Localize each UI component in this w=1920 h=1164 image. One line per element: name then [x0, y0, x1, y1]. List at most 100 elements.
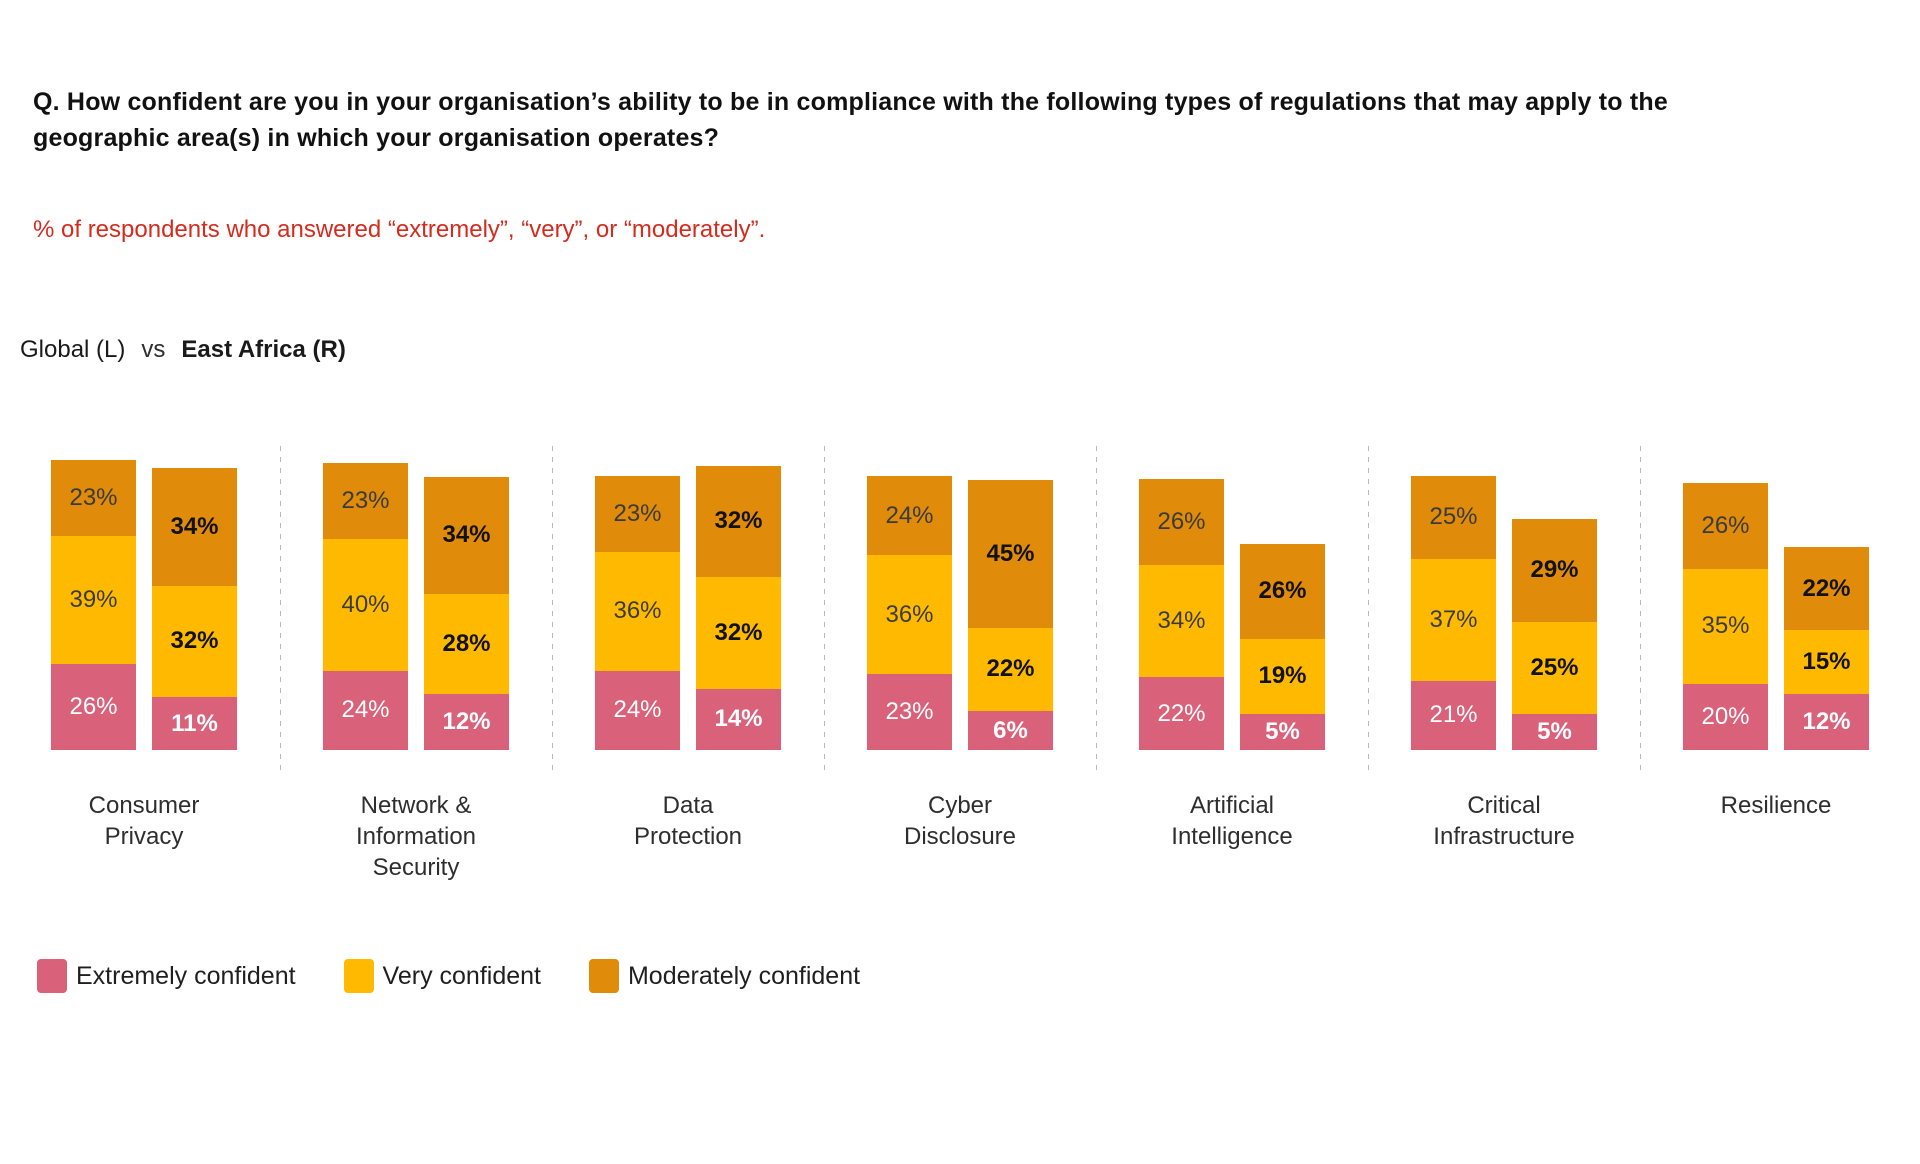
segment-moderately-confident: 34% — [152, 468, 237, 586]
segment-value-label: 24% — [613, 696, 662, 724]
segment-moderately-confident: 26% — [1240, 544, 1325, 639]
segment-value-label: 36% — [885, 600, 934, 628]
segment-extremely-confident: 21% — [1411, 680, 1496, 750]
segment-value-label: 23% — [69, 483, 118, 511]
legend-item-very: Very confident — [343, 959, 541, 993]
segment-very-confident: 40% — [323, 538, 408, 671]
segment-very-confident: 35% — [1683, 568, 1768, 684]
segment-value-label: 23% — [613, 500, 662, 528]
segment-value-label: 36% — [613, 597, 662, 625]
bars-zone: 23% 36% 24% 32% 32% 14% — [552, 446, 825, 776]
chart-group: 25% 37% 21% 29% 25% 5% Critical Infrastructure — [1368, 446, 1641, 883]
category-label-text: Cyber Disclosure — [903, 792, 1017, 850]
segment-extremely-confident: 24% — [323, 670, 408, 750]
category-label-text: Network & Information Security — [355, 792, 477, 881]
category-label: Artificial Intelligence — [1096, 776, 1368, 852]
bars-zone: 23% 40% 24% 34% 28% 12% — [280, 446, 553, 776]
segment-value-label: 20% — [1701, 703, 1750, 730]
segment-extremely-confident: 23% — [867, 674, 952, 750]
segment-extremely-confident: 14% — [696, 688, 781, 750]
segment-value-label: 35% — [1701, 612, 1750, 640]
segment-moderately-confident: 29% — [1512, 518, 1597, 622]
segment-value-label: 34% — [170, 513, 219, 541]
segment-moderately-confident: 23% — [323, 462, 408, 539]
comparison-east-africa-label: East Africa (R) — [181, 336, 346, 363]
chart-group: 26% 35% 20% 22% 15% 12% Resilience — [1640, 446, 1912, 883]
segment-value-label: 40% — [341, 590, 390, 618]
segment-value-label: 23% — [885, 698, 934, 726]
segment-very-confident: 15% — [1784, 630, 1869, 695]
bar-global: 23% 36% 24% — [595, 476, 680, 750]
segment-value-label: 11% — [171, 709, 218, 737]
legend: Extremely confident Very confident Moder… — [37, 959, 1920, 993]
bar-east-africa: 34% 28% 12% — [424, 476, 509, 750]
segment-extremely-confident: 20% — [1683, 684, 1768, 750]
segment-very-confident: 19% — [1240, 638, 1325, 714]
category-label-text: Critical Infrastructure — [1433, 792, 1575, 850]
bars-zone: 24% 36% 23% 45% 22% 6% — [824, 446, 1097, 776]
segment-value-label: 24% — [341, 696, 390, 724]
segment-value-label: 37% — [1429, 605, 1478, 633]
category-label: Critical Infrastructure — [1368, 776, 1640, 852]
bar-east-africa: 26% 19% 5% — [1240, 544, 1325, 750]
group-separator — [823, 446, 825, 776]
segment-value-label: 25% — [1429, 503, 1478, 531]
bar-global: 26% 34% 22% — [1139, 479, 1224, 750]
segment-very-confident: 32% — [696, 577, 781, 689]
legend-item-moderately: Moderately confident — [588, 959, 860, 993]
group-separator — [551, 446, 553, 776]
segment-value-label: 22% — [986, 655, 1035, 683]
segment-moderately-confident: 25% — [1411, 476, 1496, 559]
segment-value-label: 29% — [1530, 556, 1579, 584]
segment-very-confident: 39% — [51, 535, 136, 665]
segment-value-label: 32% — [714, 619, 763, 647]
segment-value-label: 5% — [1537, 718, 1572, 745]
legend-swatch-moderately — [588, 959, 619, 993]
category-label-text: Resilience — [1720, 792, 1832, 819]
bar-global: 23% 39% 26% — [51, 459, 136, 750]
group-separator — [279, 446, 281, 776]
category-label-text: Data Protection — [633, 792, 743, 850]
segment-value-label: 19% — [1258, 662, 1307, 690]
legend-label-very: Very confident — [382, 961, 541, 990]
segment-value-label: 15% — [1802, 648, 1851, 676]
segment-extremely-confident: 12% — [1784, 694, 1869, 750]
segment-value-label: 28% — [442, 630, 491, 658]
page: { "header": { "question": "Q. How confid… — [0, 84, 1920, 1164]
segment-value-label: 26% — [69, 693, 118, 721]
segment-very-confident: 32% — [152, 585, 237, 698]
segment-moderately-confident: 32% — [696, 465, 781, 578]
legend-swatch-very — [343, 959, 374, 993]
segment-value-label: 12% — [442, 708, 491, 736]
bars-zone: 23% 39% 26% 34% 32% 11% — [8, 446, 281, 776]
stacked-bar-chart: 23% 39% 26% 34% 32% 11% Consumer Privacy 23% 40%… — [0, 446, 1920, 883]
bar-east-africa: 29% 25% 5% — [1512, 518, 1597, 750]
legend-swatch-extremely — [37, 959, 67, 993]
segment-value-label: 6% — [993, 716, 1028, 744]
segment-value-label: 24% — [885, 501, 934, 529]
segment-very-confident: 36% — [595, 552, 680, 671]
segment-moderately-confident: 26% — [1139, 479, 1224, 566]
segment-moderately-confident: 23% — [51, 459, 136, 536]
chart-group: 23% 40% 24% 34% 28% 12% Network & Information … — [280, 446, 553, 883]
bars-zone: 26% 35% 20% 22% 15% 12% — [1640, 446, 1912, 776]
segment-extremely-confident: 5% — [1240, 714, 1325, 750]
segment-extremely-confident: 11% — [152, 697, 237, 750]
segment-value-label: 39% — [69, 585, 118, 613]
segment-value-label: 34% — [442, 521, 491, 549]
segment-moderately-confident: 22% — [1784, 546, 1869, 631]
segment-moderately-confident: 34% — [424, 476, 509, 595]
segment-value-label: 32% — [714, 507, 763, 535]
segment-moderately-confident: 26% — [1683, 482, 1768, 569]
segment-value-label: 21% — [1429, 701, 1478, 729]
bar-east-africa: 45% 22% 6% — [968, 479, 1053, 750]
respondents-note: % of respondents who answered “extremely… — [33, 216, 766, 243]
segment-extremely-confident: 24% — [595, 670, 680, 750]
segment-extremely-confident: 12% — [424, 694, 509, 750]
segment-value-label: 32% — [170, 627, 219, 655]
category-label: Consumer Privacy — [8, 776, 280, 852]
category-label: Resilience — [1640, 776, 1912, 821]
segment-very-confident: 36% — [867, 555, 952, 675]
segment-value-label: 23% — [341, 486, 390, 514]
segment-value-label: 25% — [1530, 654, 1579, 681]
